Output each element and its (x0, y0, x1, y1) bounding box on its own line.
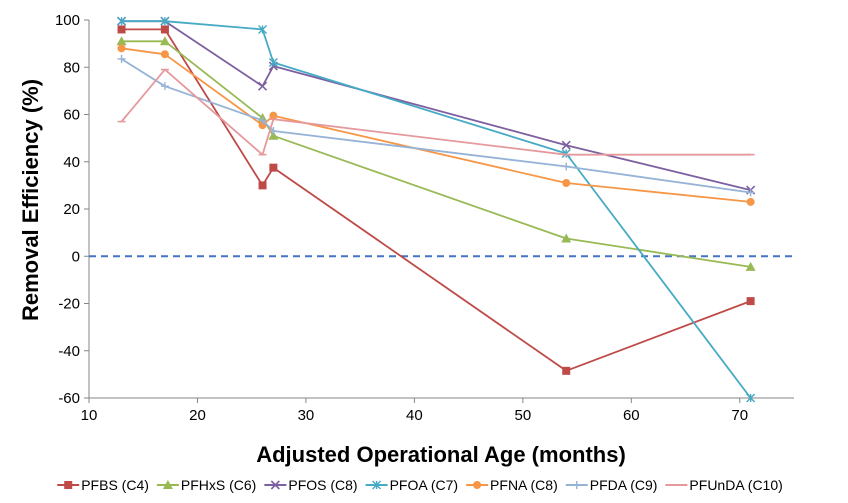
series-line-pfunda (120, 68, 751, 156)
data-point-pfbs (117, 25, 126, 34)
legend-swatch-marker (572, 481, 581, 489)
series-line-pfos (121, 20, 751, 191)
data-point-pfoa (746, 393, 756, 403)
legend-label: PFDA (C9) (590, 477, 658, 493)
data-point-pfoa (258, 24, 268, 34)
data-point-pfos (561, 140, 571, 150)
legend-item-pfda: PFDA (C9) (565, 477, 658, 493)
data-point-pfda (258, 116, 267, 125)
legend-label: PFHxS (C6) (181, 477, 256, 493)
legend-swatch-marker (372, 480, 382, 490)
data-point-pfhxs (116, 36, 127, 46)
x-tick-label: 70 (731, 407, 748, 424)
x-tick-label: 20 (189, 407, 206, 424)
data-point-pfda (117, 54, 126, 63)
data-point-pfbs (746, 297, 755, 306)
data-point-pfda (269, 127, 278, 136)
plot-area (89, 16, 794, 403)
x-tick-label: 60 (623, 407, 640, 424)
data-point-pfna (562, 179, 571, 188)
y-tick-label: 40 (63, 154, 80, 171)
legend-label: PFOA (C7) (390, 477, 458, 493)
data-point-pfhxs (159, 36, 170, 46)
series-line-pfoa (121, 20, 752, 399)
data-point-pfda (746, 188, 755, 197)
legend-item-pfos: PFOS (C8) (264, 477, 358, 493)
x-axis-title: Adjusted Operational Age (months) (256, 442, 626, 467)
legend-swatch-marker (64, 481, 73, 489)
data-point-pfbs (562, 366, 571, 375)
legend-item-pfna: PFNA (C8) (466, 477, 558, 493)
y-axis-title: Removal Efficiency (%) (18, 79, 43, 321)
legend-item-pfhxs: PFHxS (C6) (156, 477, 256, 493)
data-point-pfhxs (561, 233, 572, 243)
series-pfna (117, 44, 755, 206)
data-point-pfna (269, 111, 278, 120)
x-tick-label: 40 (406, 407, 423, 424)
series-line-pfda (121, 58, 751, 194)
data-point-pfoa (117, 16, 127, 26)
legend-label: PFBS (C4) (81, 477, 149, 493)
data-point-pfhxs (745, 261, 756, 271)
legend-item-pfbs: PFBS (C4) (57, 477, 149, 493)
legend-swatch-marker (162, 480, 173, 489)
series-pfda (117, 54, 755, 197)
data-point-pfna (117, 44, 126, 53)
data-point-pfhxs (268, 130, 279, 140)
y-tick-label: 100 (55, 12, 80, 29)
y-tick-label: 20 (63, 201, 80, 218)
axes: -60 -40 -20 0 20 40 60 80 100 10 20 30 40 50 60 70 (55, 12, 794, 424)
x-tick-label: 50 (515, 407, 532, 424)
legend-label: PFNA (C8) (490, 477, 558, 493)
data-point-pfna (746, 197, 755, 206)
data-point-pfna (160, 50, 169, 59)
data-point-pfoa (268, 58, 278, 68)
data-point-pfoa (160, 16, 170, 26)
y-tick-label: -40 (58, 343, 80, 360)
data-point-pfoa (561, 148, 571, 158)
legend-item-pfunda: PFUnDA (C10) (665, 477, 783, 493)
y-tick-label: 0 (72, 248, 80, 265)
series-pfoa (117, 16, 756, 403)
series-pfunda (117, 68, 755, 156)
data-point-pfbs (258, 181, 267, 190)
y-tick-label: 80 (63, 59, 80, 76)
data-point-pfbs (269, 163, 278, 172)
data-point-pfda (562, 162, 571, 171)
data-point-pfbs (160, 25, 169, 34)
x-tick-label: 10 (81, 407, 98, 424)
series-line-pfbs (121, 28, 751, 372)
legend-item-pfoa: PFOA (C7) (365, 477, 458, 493)
legend-swatch-marker (270, 480, 280, 490)
data-point-pfda (160, 82, 169, 91)
legend-label: PFOS (C8) (288, 477, 357, 493)
legend: PFBS (C4) PFHxS (C6) PFOS (C8) PFOA (C7) PFN… (57, 477, 783, 493)
series-pfbs (117, 25, 755, 375)
y-tick-label: -60 (58, 390, 80, 407)
y-tick-label: -20 (58, 296, 80, 313)
legend-swatch-marker (473, 481, 482, 489)
y-tick-label: 60 (63, 107, 80, 124)
series-line-pfna (121, 47, 751, 203)
x-tick-label: 30 (298, 407, 315, 424)
legend-label: PFUnDA (C10) (689, 477, 782, 493)
data-point-pfos (257, 81, 268, 91)
